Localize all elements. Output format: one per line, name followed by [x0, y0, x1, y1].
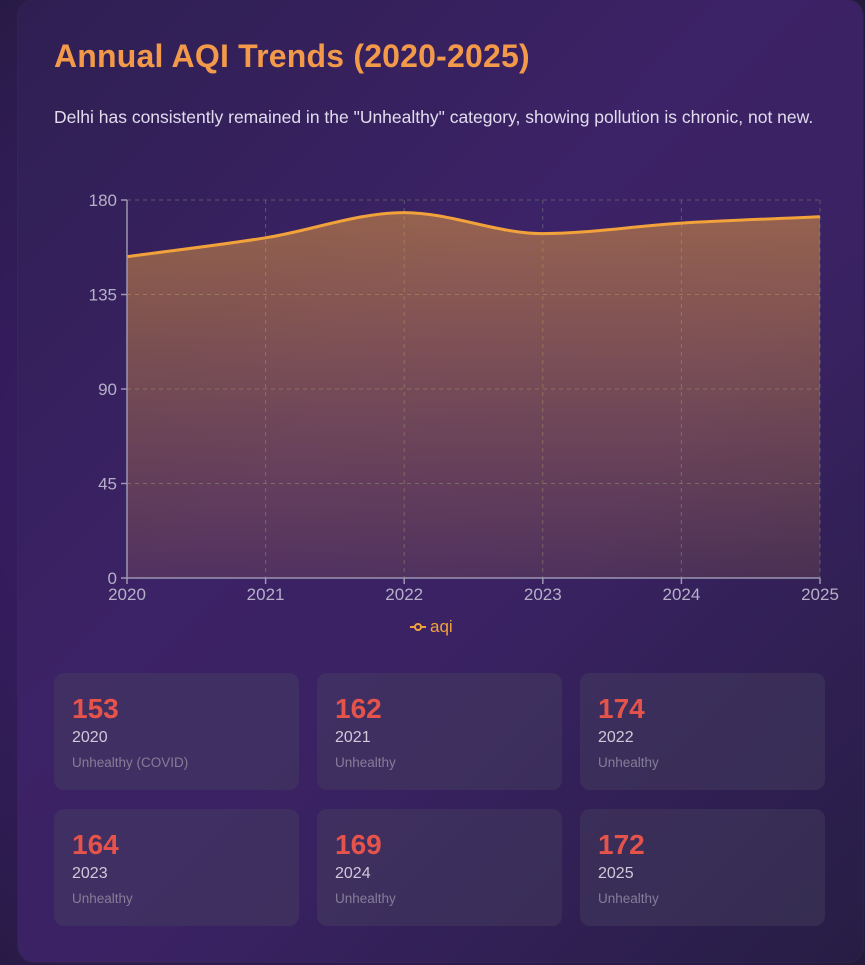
card-status: Unhealthy: [335, 755, 396, 770]
card-status: Unhealthy: [598, 755, 659, 770]
description: Delhi has consistently remained in the "…: [54, 107, 814, 127]
aqi-value: 169: [335, 829, 382, 860]
aqi-card: 162 2021 Unhealthy: [317, 673, 562, 790]
card-status: Unhealthy: [72, 891, 133, 906]
y-tick-label: 45: [98, 475, 117, 494]
aqi-value: 174: [598, 693, 645, 724]
chart-legend[interactable]: aqi: [410, 617, 453, 637]
legend-label: aqi: [430, 617, 453, 636]
card-year: 2023: [72, 865, 108, 882]
x-tick-label: 2022: [385, 585, 423, 604]
card-year: 2025: [598, 865, 634, 882]
x-tick-label: 2024: [662, 585, 700, 604]
x-tick-label: 2021: [247, 585, 285, 604]
aqi-line: [126, 211, 821, 259]
aqi-area: [127, 212, 820, 578]
card-year: 2020: [72, 729, 108, 746]
x-tick-label: 2025: [801, 585, 839, 604]
axes: 0 45 90 135 180 2020 2021 2022 2023 2024 2025: [89, 191, 839, 604]
card-status: Unhealthy (COVID): [72, 755, 189, 770]
aqi-value: 162: [335, 693, 382, 724]
y-tick-label: 180: [89, 191, 117, 210]
card-status: Unhealthy: [335, 891, 396, 906]
aqi-card: 174 2022 Unhealthy: [580, 673, 825, 790]
aqi-card: 172 2025 Unhealthy: [580, 809, 825, 926]
card-year: 2024: [335, 865, 371, 882]
aqi-value: 164: [72, 829, 119, 860]
page-title: Annual AQI Trends (2020-2025): [54, 38, 530, 74]
aqi-card: 164 2023 Unhealthy: [54, 809, 299, 926]
aqi-value: 153: [72, 693, 119, 724]
card-status: Unhealthy: [598, 891, 659, 906]
y-tick-label: 135: [89, 286, 117, 305]
card-year: 2022: [598, 729, 634, 746]
y-tick-label: 90: [98, 380, 117, 399]
x-tick-label: 2023: [524, 585, 562, 604]
yearly-aqi-cards: 153 2020 Unhealthy (COVID) 162 2021 Unhealth…: [54, 673, 826, 926]
aqi-card: 169 2024 Unhealthy: [317, 809, 562, 926]
aqi-area-chart: 0 45 90 135 180 2020 2021 2022 2023 2024 2025: [89, 191, 839, 604]
y-tick-label: 0: [108, 569, 117, 588]
aqi-value: 172: [598, 829, 645, 860]
card-year: 2021: [335, 729, 371, 746]
x-tick-label: 2020: [108, 585, 146, 604]
legend-line-marker-icon: [410, 623, 426, 631]
aqi-card: 153 2020 Unhealthy (COVID): [54, 673, 299, 790]
